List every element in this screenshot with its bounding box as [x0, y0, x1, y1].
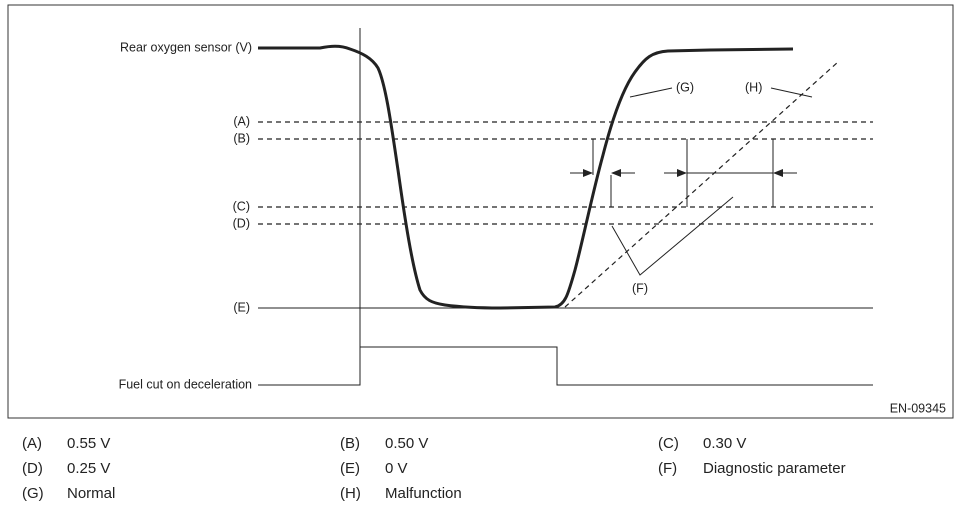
parameter-label: (F)	[632, 281, 648, 295]
malfunction-curve	[564, 61, 839, 308]
legend-key: (H)	[340, 485, 361, 502]
frame	[7, 4, 954, 419]
legend-text: Normal	[67, 485, 115, 502]
leader	[629, 87, 673, 98]
legend-text: 0.55 V	[67, 435, 110, 452]
normal-curve	[258, 44, 794, 310]
legend-key: (C)	[658, 435, 679, 452]
level-label: (C)	[233, 199, 250, 213]
legend-text: 0.30 V	[703, 435, 746, 452]
leader	[770, 87, 813, 98]
legend: (A) 0.55 V (B) 0.50 V (C) 0.30 V (D) 0.25 V (E) 0…	[22, 435, 846, 502]
fuel-cut-signal	[258, 346, 873, 386]
legend-text: 0 V	[385, 460, 408, 477]
legend-text: Diagnostic parameter	[703, 460, 846, 477]
level-label: (D)	[233, 216, 250, 230]
malfunction-label: (H)	[745, 80, 762, 94]
leader	[611, 196, 734, 276]
legend-key: (E)	[340, 460, 360, 477]
levels: (A) (B) (C) (D) (E)	[233, 114, 873, 314]
legend-key: (B)	[340, 435, 360, 452]
legend-text: 0.50 V	[385, 435, 428, 452]
fuel-cut-label: Fuel cut on deceleration	[119, 377, 252, 391]
figure-id: EN-09345	[890, 401, 946, 415]
legend-key: (G)	[22, 485, 44, 502]
normal-label: (G)	[676, 80, 694, 94]
legend-key: (D)	[22, 460, 43, 477]
legend-text: 0.25 V	[67, 460, 110, 477]
level-label: (E)	[233, 300, 250, 314]
legend-key: (A)	[22, 435, 42, 452]
level-label: (B)	[233, 131, 250, 145]
sensor-label: Rear oxygen sensor (V)	[120, 40, 252, 54]
level-label: (A)	[233, 114, 250, 128]
legend-text: Malfunction	[385, 485, 462, 502]
legend-key: (F)	[658, 460, 677, 477]
